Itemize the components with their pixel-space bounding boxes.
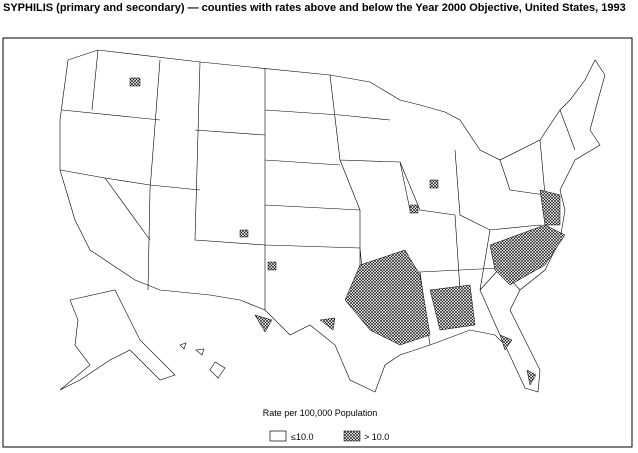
- us-outline: [59, 49, 606, 393]
- map-title: SYPHILIS (primary and secondary) — count…: [3, 2, 626, 14]
- legend-label: ≤10.0: [291, 432, 313, 442]
- state-lines: [59, 49, 576, 346]
- legend-label: > 10.0: [364, 432, 389, 442]
- legend-title: Rate per 100,000 Population: [263, 408, 378, 418]
- high-rate-counties: [129, 77, 566, 386]
- legend-swatch-high: [343, 430, 361, 442]
- hawaii: [179, 342, 226, 379]
- frame: [2, 37, 633, 448]
- legend-swatch-low: [269, 430, 287, 442]
- alaska: [59, 289, 176, 391]
